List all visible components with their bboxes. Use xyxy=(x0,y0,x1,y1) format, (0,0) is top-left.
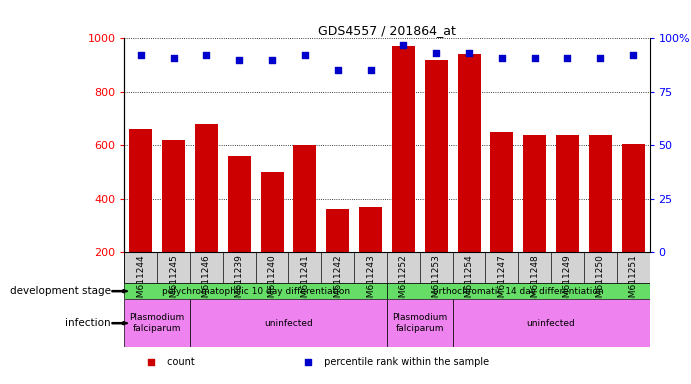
Text: GSM611242: GSM611242 xyxy=(333,254,342,309)
Bar xyxy=(457,55,480,252)
Text: GSM611241: GSM611241 xyxy=(301,254,310,309)
Text: GSM611246: GSM611246 xyxy=(202,254,211,309)
Point xyxy=(430,50,442,56)
Text: GSM611251: GSM611251 xyxy=(629,254,638,309)
Text: GSM611249: GSM611249 xyxy=(563,254,572,309)
Bar xyxy=(261,172,283,252)
Text: GSM611252: GSM611252 xyxy=(399,254,408,309)
Bar xyxy=(228,156,251,252)
FancyBboxPatch shape xyxy=(387,283,650,300)
Bar xyxy=(523,134,546,252)
Bar xyxy=(392,46,415,252)
Text: percentile rank within the sample: percentile rank within the sample xyxy=(321,357,489,367)
FancyBboxPatch shape xyxy=(124,283,387,300)
Bar xyxy=(556,134,579,252)
Bar xyxy=(359,207,382,252)
Bar xyxy=(195,124,218,252)
Text: GSM611245: GSM611245 xyxy=(169,254,178,309)
Point xyxy=(398,42,409,48)
Text: GSM611254: GSM611254 xyxy=(464,254,473,309)
Point xyxy=(464,50,475,56)
Text: GSM611248: GSM611248 xyxy=(530,254,539,309)
FancyBboxPatch shape xyxy=(387,300,453,347)
Text: infection: infection xyxy=(65,318,111,328)
Point xyxy=(168,55,179,61)
Text: development stage: development stage xyxy=(10,286,111,296)
Point xyxy=(620,194,631,200)
FancyBboxPatch shape xyxy=(190,300,387,347)
Point xyxy=(299,53,310,59)
Bar xyxy=(326,209,349,252)
Point xyxy=(234,57,245,63)
FancyBboxPatch shape xyxy=(124,252,650,283)
Text: count: count xyxy=(164,357,195,367)
Text: GSM611239: GSM611239 xyxy=(235,254,244,309)
Point xyxy=(627,53,638,59)
Bar xyxy=(129,129,152,252)
Bar xyxy=(622,144,645,252)
Bar xyxy=(425,60,448,252)
Text: GSM611240: GSM611240 xyxy=(267,254,276,309)
Text: GSM611244: GSM611244 xyxy=(136,254,145,309)
Text: Plasmodium
falciparum: Plasmodium falciparum xyxy=(130,313,184,333)
Point xyxy=(201,53,212,59)
Point xyxy=(267,57,278,63)
Bar xyxy=(589,134,612,252)
Text: Plasmodium
falciparum: Plasmodium falciparum xyxy=(392,313,447,333)
Text: GSM611253: GSM611253 xyxy=(432,254,441,309)
Text: GSM611247: GSM611247 xyxy=(498,254,507,309)
Point xyxy=(595,55,606,61)
Point xyxy=(562,55,573,61)
Point xyxy=(496,55,507,61)
FancyBboxPatch shape xyxy=(124,300,190,347)
Title: GDS4557 / 201864_at: GDS4557 / 201864_at xyxy=(318,24,456,37)
Text: GSM611243: GSM611243 xyxy=(366,254,375,309)
Point xyxy=(365,67,376,73)
Point xyxy=(135,53,146,59)
Point xyxy=(529,55,540,61)
FancyBboxPatch shape xyxy=(453,300,650,347)
Bar xyxy=(162,140,185,252)
Bar xyxy=(491,132,513,252)
Text: uninfected: uninfected xyxy=(264,319,313,328)
Text: GSM611250: GSM611250 xyxy=(596,254,605,309)
Point xyxy=(332,67,343,73)
Text: uninfected: uninfected xyxy=(527,319,576,328)
Text: orthochromatic 14 day differentiation: orthochromatic 14 day differentiation xyxy=(433,287,603,296)
Text: polychromatophilic 10 day differentiation: polychromatophilic 10 day differentiatio… xyxy=(162,287,350,296)
Bar xyxy=(294,145,316,252)
